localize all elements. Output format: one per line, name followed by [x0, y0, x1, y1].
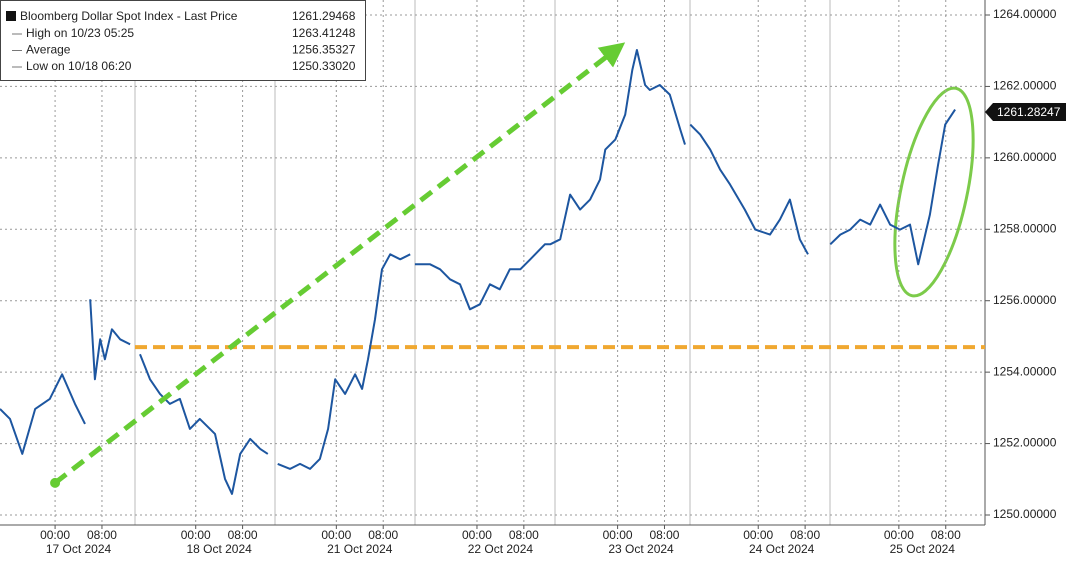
x-tick-label: 08:00	[228, 528, 258, 542]
price-line	[0, 49, 956, 495]
legend-stat-value: 1263.41248	[292, 26, 356, 40]
legend-stat-label: Average	[26, 43, 71, 57]
date-label: 25 Oct 2024	[890, 542, 956, 556]
x-tick-label: 00:00	[603, 528, 633, 542]
legend-value: 1261.29468	[292, 9, 356, 23]
arrow	[53, 42, 626, 485]
y-tick-label: 1250.00000	[993, 507, 1057, 521]
last-price-label: 1261.28247	[997, 105, 1061, 119]
y-tick-label: 1262.00000	[993, 79, 1057, 93]
x-tick-label: 08:00	[790, 528, 820, 542]
legend-stat-value: 1256.35327	[292, 43, 356, 57]
x-tick-label: 00:00	[40, 528, 70, 542]
legend-series-name: Bloomberg Dollar Spot Index - Last Price	[20, 9, 238, 23]
x-tick-label: 08:00	[368, 528, 398, 542]
x-tick-label: 08:00	[87, 528, 117, 542]
x-tick-label: 08:00	[509, 528, 539, 542]
y-tick-label: 1258.00000	[993, 221, 1057, 235]
date-label: 22 Oct 2024	[468, 542, 534, 556]
legend-swatch	[6, 11, 16, 21]
x-tick-label: 00:00	[181, 528, 211, 542]
legend-stat-label: Low on 10/18 06:20	[26, 59, 132, 73]
y-tick-label: 1264.00000	[993, 7, 1057, 21]
date-label: 23 Oct 2024	[608, 542, 674, 556]
date-label: 18 Oct 2024	[186, 542, 252, 556]
date-label: 24 Oct 2024	[749, 542, 815, 556]
date-label: 21 Oct 2024	[327, 542, 393, 556]
x-tick-label: 08:00	[649, 528, 679, 542]
x-tick-label: 00:00	[321, 528, 351, 542]
legend-box	[0, 0, 366, 81]
x-tick-label: 08:00	[931, 528, 961, 542]
legend: Bloomberg Dollar Spot Index - Last Price…	[0, 0, 366, 81]
x-tick-label: 00:00	[743, 528, 773, 542]
y-tick-label: 1254.00000	[993, 364, 1057, 378]
legend-stat-value: 1250.33020	[292, 59, 356, 73]
last-price-tag	[985, 103, 1066, 122]
x-tick-label: 00:00	[462, 528, 492, 542]
date-label: 17 Oct 2024	[46, 542, 112, 556]
legend-stat-label: High on 10/23 05:25	[26, 26, 134, 40]
day-separators	[134, 0, 831, 525]
y-tick-label: 1260.00000	[993, 150, 1057, 164]
y-tick-label: 1252.00000	[993, 436, 1057, 450]
y-tick-label: 1256.00000	[993, 293, 1057, 307]
x-tick-label: 00:00	[884, 528, 914, 542]
highlight-ellipse	[893, 86, 975, 298]
